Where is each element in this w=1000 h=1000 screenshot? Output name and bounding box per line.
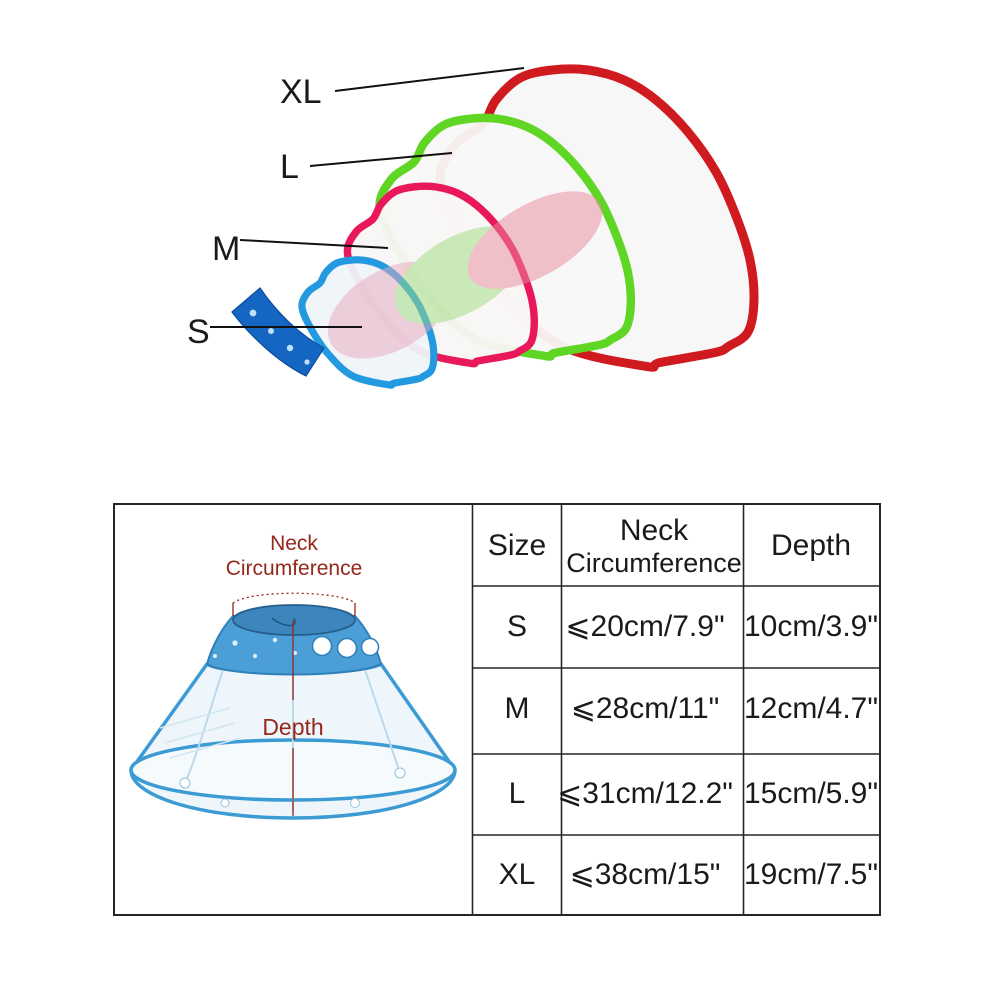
svg-text:Neck: Neck	[620, 514, 689, 547]
svg-text:⩽31cm/12.2": ⩽31cm/12.2"	[557, 777, 733, 810]
svg-text:⩽28cm/11": ⩽28cm/11"	[571, 692, 720, 725]
svg-text:Circumference: Circumference	[566, 548, 742, 578]
svg-text:Size: Size	[488, 529, 546, 562]
svg-text:Depth: Depth	[262, 714, 323, 740]
svg-text:XL: XL	[499, 858, 536, 891]
svg-text:19cm/7.5": 19cm/7.5"	[744, 858, 878, 891]
svg-text:S: S	[507, 610, 527, 643]
svg-text:Circumference: Circumference	[226, 557, 363, 580]
svg-text:⩽20cm/7.9": ⩽20cm/7.9"	[565, 610, 724, 643]
svg-text:L: L	[509, 777, 526, 810]
svg-text:12cm/4.7": 12cm/4.7"	[744, 692, 878, 725]
svg-text:Depth: Depth	[771, 529, 851, 562]
svg-text:⩽38cm/15": ⩽38cm/15"	[570, 858, 721, 891]
svg-text:M: M	[505, 692, 530, 725]
svg-text:10cm/3.9": 10cm/3.9"	[744, 610, 878, 643]
svg-text:15cm/5.9": 15cm/5.9"	[744, 777, 878, 810]
svg-text:Neck: Neck	[270, 532, 318, 555]
